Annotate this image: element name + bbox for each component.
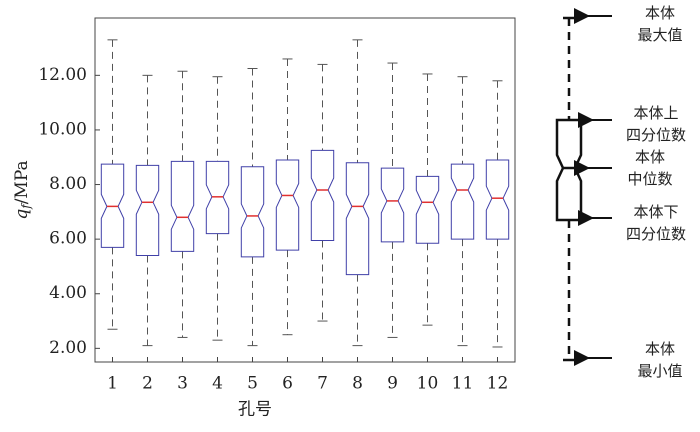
y-tick-label: 4.00 — [49, 283, 87, 303]
plot-frame — [94, 17, 516, 363]
x-tick-label: 10 — [417, 374, 439, 394]
box — [170, 160, 195, 252]
legend-labels: 本体 最大值 本体上 四分位数 本体 中位数 本体下 四分位数 本体 最小值 — [626, 4, 686, 380]
y-tick-label: 2.00 — [49, 338, 87, 358]
y-axis-label: qf/MPa — [12, 160, 33, 219]
box — [135, 164, 160, 257]
x-tick-label: 3 — [177, 374, 188, 394]
y-label-unit: /MPa — [12, 160, 32, 204]
box — [100, 163, 125, 248]
x-tick-label: 6 — [282, 374, 293, 394]
box — [240, 166, 265, 258]
x-tick-label: 12 — [487, 374, 509, 394]
y-tick-label: 8.00 — [49, 174, 87, 194]
box — [205, 160, 230, 235]
y-label-subscript: f — [19, 202, 33, 210]
box — [345, 162, 370, 276]
legend-label: 本体上 — [633, 104, 678, 122]
legend-label: 本体 — [645, 4, 675, 22]
box — [450, 163, 475, 240]
legend-label: 中位数 — [627, 170, 672, 188]
legend-label: 四分位数 — [626, 225, 686, 243]
legend-box — [555, 118, 583, 222]
x-tick-label: 9 — [387, 374, 398, 394]
y-tick-label: 6.00 — [49, 229, 87, 249]
x-tick-label: 7 — [317, 374, 328, 394]
x-axis-label: 孔号 — [238, 400, 272, 420]
x-tick-label: 5 — [247, 374, 258, 394]
legend-label: 本体 — [645, 340, 675, 358]
box — [485, 159, 510, 240]
box — [310, 149, 335, 242]
box — [275, 159, 300, 251]
legend-label: 四分位数 — [626, 126, 686, 144]
legend-label: 本体 — [635, 148, 665, 166]
x-tick-label: 2 — [142, 374, 153, 394]
legend-label: 本体下 — [633, 203, 678, 221]
x-tick-label: 1 — [107, 374, 118, 394]
box — [415, 175, 440, 244]
legend-label: 最大值 — [637, 26, 682, 44]
y-tick-label: 12.00 — [38, 65, 87, 85]
x-tick-label: 11 — [452, 374, 474, 394]
y-tick-label: 10.00 — [38, 119, 87, 139]
legend-label: 最小值 — [637, 362, 682, 380]
x-tick-label: 4 — [212, 374, 223, 394]
y-label-symbol: q — [12, 209, 32, 220]
x-tick-label: 8 — [352, 374, 363, 394]
legend-diagram — [555, 8, 612, 366]
box — [380, 167, 405, 243]
